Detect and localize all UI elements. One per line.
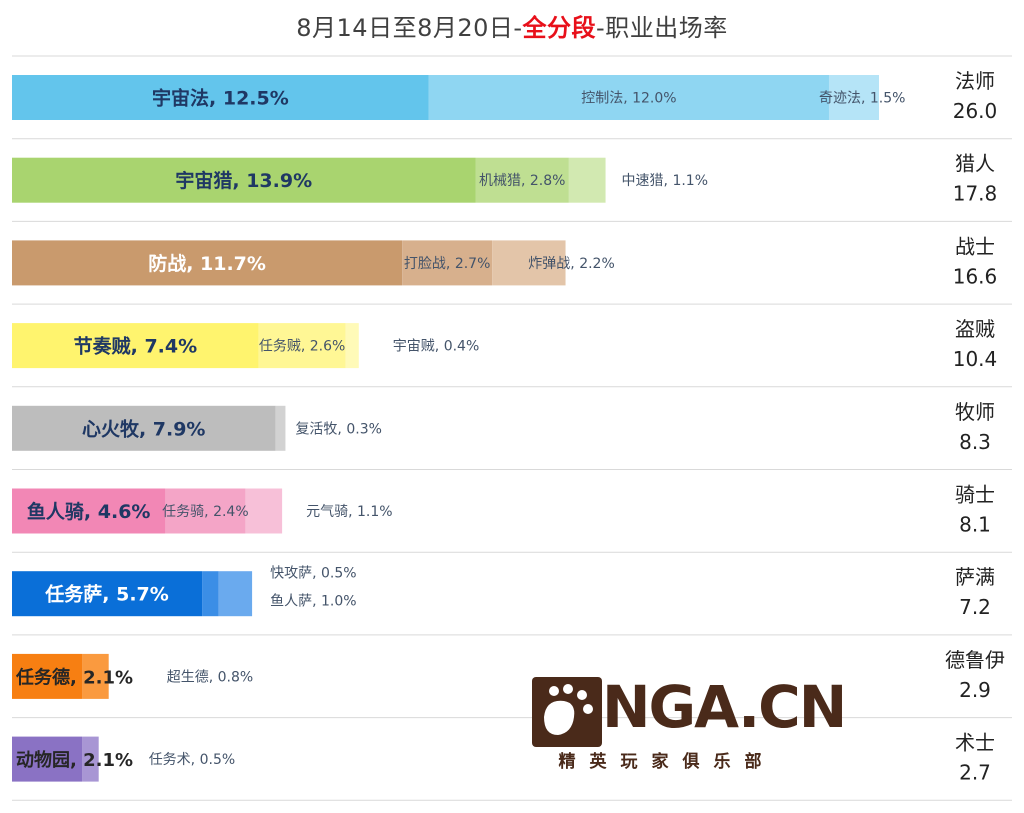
category-label: 萨满 <box>955 565 995 589</box>
watermark-tagline: 精英玩家俱乐部 <box>558 752 776 772</box>
category-total: 8.1 <box>959 513 991 537</box>
bar-segment <box>12 240 403 286</box>
paw-logo-icon <box>532 677 602 747</box>
segment-label-primary: 鱼人骑, 4.6% <box>27 500 151 523</box>
bar-segment <box>82 736 99 782</box>
bar-segment <box>202 571 219 617</box>
title-suffix: -职业出场率 <box>596 14 728 42</box>
segment-label-primary: 动物园, 2.1% <box>16 749 133 771</box>
bar-segment <box>275 405 286 451</box>
segment-label-minor: 宇宙贼, 0.4% <box>393 339 479 355</box>
segment-label-primary: 任务萨, 5.7% <box>44 583 169 606</box>
segment-label-primary: 心火牧, 7.9% <box>82 417 206 440</box>
segment-label-minor: 复活牧, 0.3% <box>295 420 381 437</box>
segment-label-minor: 任务贼, 2.6% <box>259 339 345 355</box>
segment-label-minor: 任务术, 0.5% <box>149 752 235 768</box>
category-total: 17.8 <box>953 182 998 206</box>
watermark-brand: NGA.CN <box>602 673 847 741</box>
category-label: 德鲁伊 <box>945 648 1005 672</box>
segment-label-minor: 打脸战, 2.7% <box>404 255 490 272</box>
bar-segment <box>12 323 259 369</box>
bar-segment <box>428 75 829 120</box>
segment-label-primary: 宇宙猎, 13.9% <box>175 169 312 192</box>
bar-segment <box>402 240 493 286</box>
segment-label-minor: 机械猎, 2.8% <box>479 173 565 189</box>
nga-watermark: NGA.CN 精英玩家俱乐部 <box>532 673 847 775</box>
category-label: 牧师 <box>955 400 995 424</box>
category-label: 术士 <box>955 731 995 755</box>
segment-label-minor: 超生德, 0.8% <box>167 669 253 685</box>
bar-segment <box>165 488 246 534</box>
segment-label-minor: 快攻萨, 0.5% <box>270 566 356 582</box>
bar-segment <box>828 75 879 120</box>
category-total: 2.9 <box>959 678 991 702</box>
segment-label-minor: 中速猎, 1.1% <box>622 173 708 189</box>
category-total: 2.7 <box>959 761 991 785</box>
category-label: 法师 <box>955 69 995 93</box>
chart-title: 8月14日至8月20日-全分段-职业出场率 <box>0 8 1024 43</box>
bar-segment <box>12 75 429 120</box>
category-label: 盗贼 <box>955 317 995 341</box>
bar-segment <box>12 571 203 617</box>
category-total: 10.4 <box>953 347 998 371</box>
category-total: 16.6 <box>953 264 998 288</box>
bar-segment <box>12 405 276 451</box>
segment-label-primary: 任务德, 2.1% <box>15 666 133 688</box>
bar-segment <box>12 488 166 534</box>
bar-segment <box>82 653 109 699</box>
segment-label-minor: 炸弹战, 2.2% <box>528 256 614 272</box>
bar-segment <box>245 488 283 534</box>
category-label: 猎人 <box>955 152 995 176</box>
category-total: 8.3 <box>959 430 991 454</box>
category-label: 战士 <box>955 234 995 258</box>
segment-label-primary: 节奏贼, 7.4% <box>74 335 198 358</box>
bar-segment <box>12 736 83 782</box>
segment-label-minor: 任务骑, 2.4% <box>162 504 248 520</box>
title-prefix: 8月14日至8月20日- <box>296 14 523 42</box>
bar-segment <box>218 571 253 617</box>
bar-segment <box>345 323 359 369</box>
bar-segment <box>258 323 346 369</box>
segment-label-primary: 宇宙法, 12.5% <box>152 87 289 110</box>
bar-segment <box>12 653 83 699</box>
category-total: 26.0 <box>953 99 998 123</box>
bar-segment <box>475 157 569 203</box>
segment-label-minor: 元气骑, 1.1% <box>306 504 392 520</box>
bar-segment <box>492 240 566 286</box>
segment-label-primary: 防战, 11.7% <box>148 252 266 275</box>
category-total: 7.2 <box>959 595 991 619</box>
segment-label-minor: 鱼人萨, 1.0% <box>270 593 356 610</box>
bar-segment <box>12 157 476 203</box>
bar-segment <box>568 157 606 203</box>
segment-label-minor: 控制法, 12.0% <box>581 91 676 107</box>
category-label: 骑士 <box>955 483 995 507</box>
title-highlight: 全分段 <box>522 14 597 42</box>
segment-label-minor: 奇迹法, 1.5% <box>819 90 905 107</box>
